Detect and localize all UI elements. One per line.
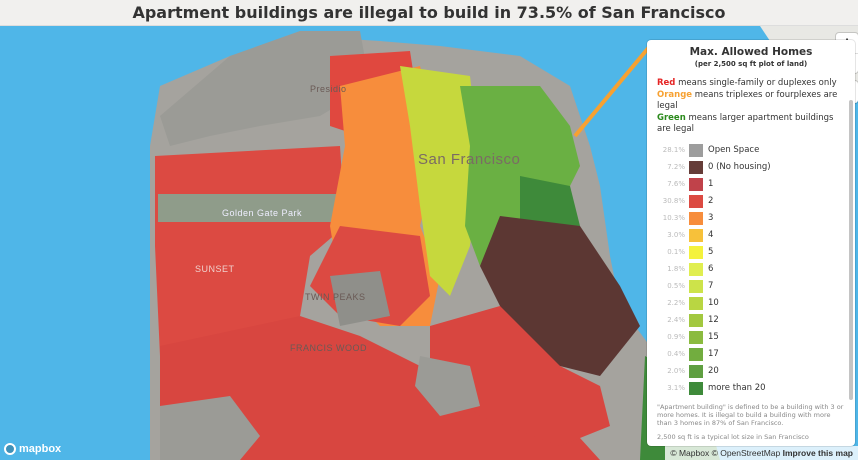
- legend-item-label: 0 (No housing): [708, 162, 771, 172]
- legend-item: 30.8% 2: [657, 193, 845, 210]
- legend-item-pct: 7.2%: [667, 163, 685, 171]
- legend-item-pct: 28.1%: [662, 146, 685, 154]
- label-twin-peaks: TWIN PEAKS: [305, 292, 366, 302]
- legend-item: 28.1% Open Space: [657, 142, 845, 159]
- legend-item: 2.4% 12: [657, 312, 845, 329]
- attribution-mapbox[interactable]: © Mapbox: [670, 448, 710, 458]
- legend-item-pct: 2.4%: [667, 316, 685, 324]
- legend-item-swatch: [689, 347, 703, 361]
- zone-yellow-green: [400, 66, 480, 296]
- bay-bridge: [573, 44, 652, 138]
- legend-item-swatch: [689, 177, 703, 191]
- attribution: © Mapbox © OpenStreetMap Improve this ma…: [665, 446, 858, 460]
- legend-item-label: 17: [708, 349, 719, 359]
- mapbox-logo-icon: [4, 443, 16, 455]
- zone-red-south: [160, 316, 600, 460]
- legend-item-swatch: [689, 330, 703, 344]
- legend-item-swatch: [689, 211, 703, 225]
- legend-item: 7.6% 1: [657, 176, 845, 193]
- desc-green-text: means larger apartment buildings are leg…: [657, 112, 834, 135]
- desc-orange-text: means triplexes or fourplexes are legal: [657, 89, 838, 112]
- label-francis-wood: FRANCIS WOOD: [290, 343, 367, 353]
- improve-map-link[interactable]: Improve this map: [782, 448, 853, 458]
- title-bar: Apartment buildings are illegal to build…: [0, 0, 858, 26]
- legend-item: 2.2% 10: [657, 295, 845, 312]
- desc-green-word: Green: [657, 112, 686, 123]
- legend-item: 3.0% 4: [657, 227, 845, 244]
- legend-item-pct: 3.0%: [667, 231, 685, 239]
- legend-item-pct: 10.3%: [662, 214, 685, 222]
- legend-item-label: 5: [708, 247, 714, 257]
- legend-description: Red means single-family or duplexes only…: [657, 78, 845, 136]
- legend-item-swatch: [689, 296, 703, 310]
- legend-item-label: 1: [708, 179, 714, 189]
- legend-item-label: 10: [708, 298, 719, 308]
- legend-item-pct: 30.8%: [662, 197, 685, 205]
- legend-item: 3.1% more than 20: [657, 380, 845, 397]
- label-golden-gate-park: Golden Gate Park: [222, 208, 303, 218]
- desc-orange-word: Orange: [657, 89, 693, 100]
- legend-item-pct: 0.4%: [667, 350, 685, 358]
- legend[interactable]: Max. Allowed Homes (per 2,500 sq ft plot…: [647, 40, 855, 446]
- legend-item-label: 20: [708, 366, 719, 376]
- label-city: San Francisco: [418, 151, 521, 168]
- legend-item-label: 6: [708, 264, 714, 274]
- legend-subtitle: (per 2,500 sq ft plot of land): [694, 60, 808, 68]
- legend-item: 2.0% 20: [657, 363, 845, 380]
- legend-item-label: Open Space: [708, 145, 760, 155]
- mapbox-logo-text: mapbox: [19, 443, 62, 455]
- legend-item-swatch: [689, 228, 703, 242]
- legend-item-swatch: [689, 160, 703, 174]
- presidio: [160, 31, 370, 146]
- legend-item-label: 15: [708, 332, 719, 342]
- legend-note-2: 2,500 sq ft is a typical lot size in San…: [657, 432, 809, 441]
- legend-rows: 28.1% Open Space 7.2% 0 (No housing) 7.6% 1 30…: [657, 142, 845, 397]
- park-mclaren: [415, 356, 480, 416]
- legend-item-swatch: [689, 364, 703, 378]
- legend-item-pct: 0.5%: [667, 282, 685, 290]
- mapbox-logo[interactable]: mapbox: [4, 443, 61, 455]
- attribution-osm[interactable]: © OpenStreetMap: [711, 448, 781, 458]
- map-canvas[interactable]: [0, 26, 858, 460]
- legend-item: 0.1% 5: [657, 244, 845, 261]
- legend-item: 0.9% 15: [657, 329, 845, 346]
- legend-item-pct: 2.0%: [667, 367, 685, 375]
- zone-red-southeast: [430, 306, 610, 446]
- legend-title: Max. Allowed Homes: [689, 46, 813, 58]
- legend-item: 7.2% 0 (No housing): [657, 159, 845, 176]
- legend-item-pct: 1.8%: [667, 265, 685, 273]
- legend-item-swatch: [689, 313, 703, 327]
- legend-item: 0.5% 7: [657, 278, 845, 295]
- label-presidio: Presidio: [310, 84, 347, 94]
- legend-item-label: more than 20: [708, 383, 766, 393]
- legend-item-label: 7: [708, 281, 714, 291]
- legend-item-swatch: [689, 381, 703, 395]
- legend-scrollbar[interactable]: [849, 100, 853, 400]
- legend-item-label: 3: [708, 213, 714, 223]
- legend-item-swatch: [689, 279, 703, 293]
- legend-item-pct: 7.6%: [667, 180, 685, 188]
- label-sunset: SUNSET: [195, 264, 235, 274]
- legend-item-label: 2: [708, 196, 714, 206]
- park-merced: [160, 396, 260, 460]
- page-title: Apartment buildings are illegal to build…: [132, 3, 726, 22]
- legend-item: 0.4% 17: [657, 346, 845, 363]
- legend-item-swatch: [689, 143, 703, 157]
- legend-item-pct: 3.1%: [667, 384, 685, 392]
- legend-item-pct: 0.1%: [667, 248, 685, 256]
- desc-red-text: means single-family or duplexes only: [675, 78, 837, 88]
- desc-red-word: Red: [657, 78, 676, 88]
- legend-item: 1.8% 6: [657, 261, 845, 278]
- legend-item: 10.3% 3: [657, 210, 845, 227]
- legend-item-swatch: [689, 194, 703, 208]
- legend-item-pct: 0.9%: [667, 333, 685, 341]
- legend-item-pct: 2.2%: [667, 299, 685, 307]
- park-twin-peaks: [330, 271, 390, 326]
- legend-item-swatch: [689, 245, 703, 259]
- legend-item-label: 12: [708, 315, 719, 325]
- legend-note: "Apartment building" is defined to be a …: [657, 402, 844, 427]
- legend-item-swatch: [689, 262, 703, 276]
- golden-gate-park: [158, 194, 348, 222]
- legend-item-label: 4: [708, 230, 714, 240]
